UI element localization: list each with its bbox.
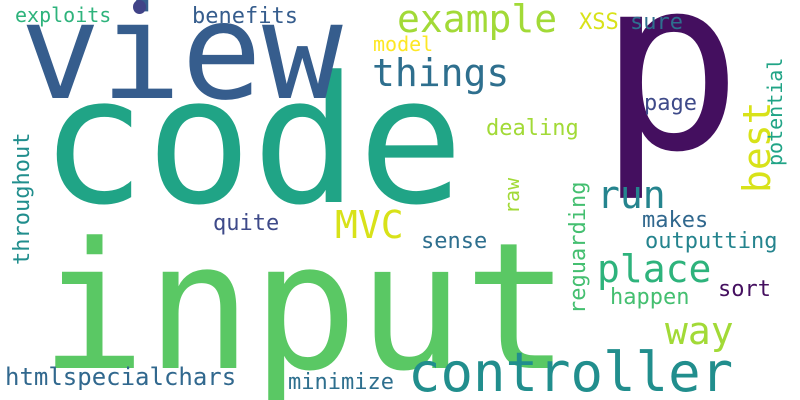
word-xss: XSS [579, 10, 619, 35]
word-reguarding: reguarding [566, 181, 591, 314]
word-raw: raw [500, 177, 524, 214]
word-sense: sense [421, 229, 488, 254]
word-sort: sort [718, 277, 771, 302]
word-throughout: throughout [10, 132, 35, 265]
word-things: things [372, 51, 510, 95]
word-sure: sure [630, 10, 683, 35]
word-quite: quite [213, 211, 280, 236]
word-run: run [597, 173, 666, 217]
word-benefits: benefits [192, 4, 298, 29]
word-way: way [665, 309, 734, 353]
word-happen: happen [610, 285, 690, 310]
word-htmlspecialchars: htmlspecialchars [5, 363, 237, 391]
word-minimize: minimize [288, 370, 394, 395]
word-view: view [20, 0, 343, 130]
word-code: code [40, 39, 464, 244]
word-exploits: exploits [15, 3, 112, 27]
word-place: place [597, 247, 712, 291]
dot-mark [133, 0, 146, 14]
word-p: p [598, 0, 743, 205]
word-mvc: MVC [335, 203, 404, 247]
word-model: model [373, 32, 434, 56]
word-controller: controller [408, 341, 734, 400]
word-outputting: outputting [645, 229, 778, 254]
word-input: input [40, 205, 570, 400]
word-potential: potential [763, 57, 787, 166]
word-makes: makes [642, 208, 709, 233]
word-page: page [644, 91, 697, 116]
word-example: example [397, 0, 558, 41]
word-dealing: dealing [486, 116, 579, 141]
